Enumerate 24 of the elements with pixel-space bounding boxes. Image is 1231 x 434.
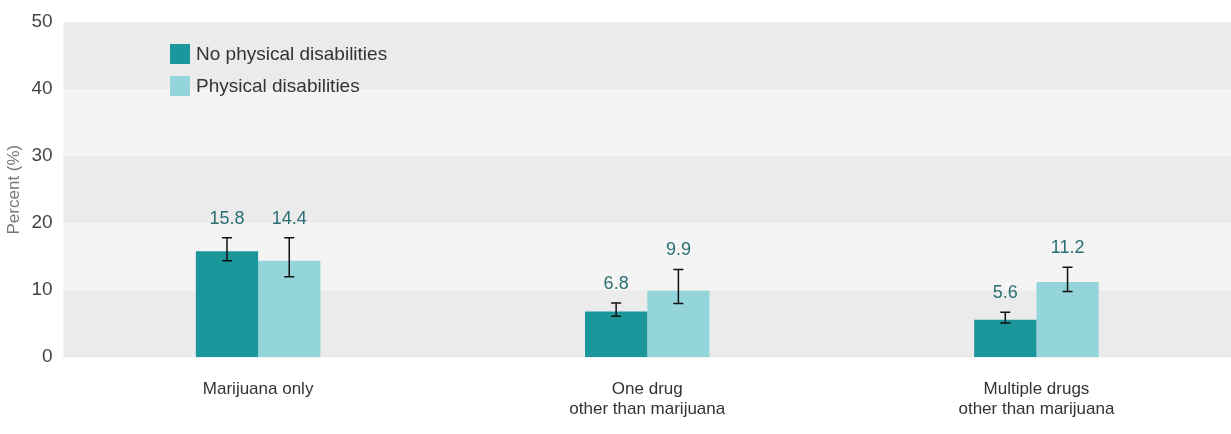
bar (1036, 282, 1099, 358)
data-label: 6.8 (603, 272, 629, 293)
y-axis-title: Percent (%) (3, 144, 23, 235)
y-tick-label: 50 (31, 10, 53, 32)
bar (974, 319, 1037, 358)
data-label: 14.4 (271, 207, 307, 228)
y-tick-label: 20 (31, 211, 53, 233)
x-tick-label: Marijuana only (202, 379, 314, 399)
data-label: 11.2 (1050, 237, 1085, 258)
x-tick-label: One drug other than marijuana (569, 379, 726, 419)
bar (585, 311, 648, 358)
data-label: 5.6 (992, 282, 1018, 303)
bar (258, 260, 321, 358)
y-tick-label: 40 (31, 77, 53, 99)
data-label: 9.9 (665, 239, 691, 260)
bar (195, 251, 259, 358)
y-tick-label: 0 (41, 345, 53, 367)
legend-label: Physical disabilities (196, 75, 360, 97)
legend-label: No physical disabilities (196, 43, 388, 65)
bar (647, 290, 710, 358)
y-tick-label: 30 (31, 144, 53, 166)
y-tick-label: 10 (31, 278, 53, 300)
x-tick-label: Multiple drugs other than marijuana (958, 379, 1115, 419)
data-label: 15.8 (209, 207, 245, 228)
